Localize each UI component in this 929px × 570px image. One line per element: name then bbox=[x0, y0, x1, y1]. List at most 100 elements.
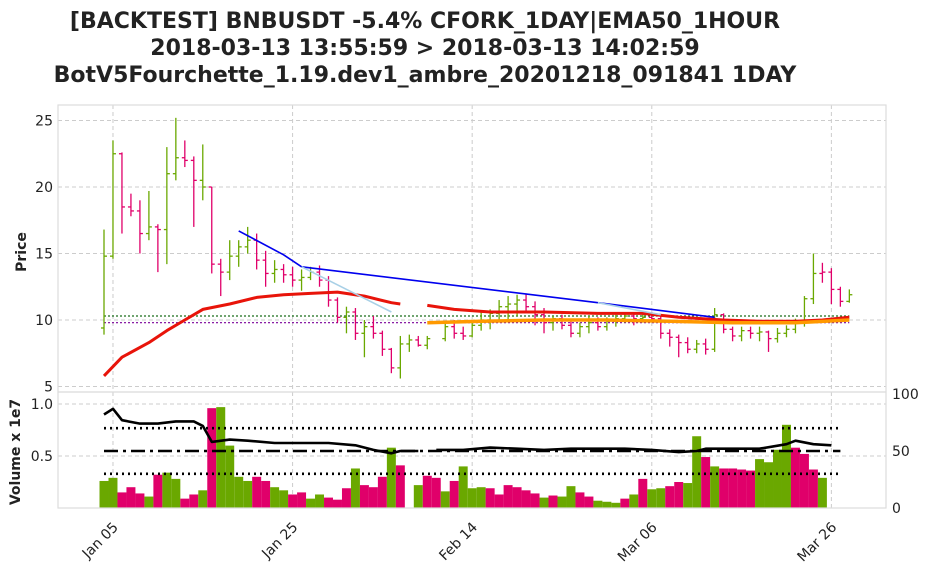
indicator-line-trend-light-blue bbox=[301, 266, 392, 313]
volume-bar bbox=[611, 502, 621, 508]
volume-bar bbox=[656, 488, 666, 508]
volume-bar bbox=[252, 476, 262, 508]
price-candles bbox=[101, 117, 853, 379]
x-tick-label: Mar 26 bbox=[794, 519, 840, 565]
right-axis-tick-label: 50 bbox=[892, 444, 910, 460]
volume-bar bbox=[440, 491, 450, 508]
volume-bar bbox=[494, 494, 504, 508]
volume-bar bbox=[377, 476, 387, 508]
volume-bar bbox=[566, 486, 576, 508]
volume-bar bbox=[180, 498, 190, 508]
indicator-line-rsi-black bbox=[103, 407, 419, 455]
volume-bar bbox=[324, 497, 333, 508]
volume-bar bbox=[279, 490, 289, 508]
volume-bar bbox=[530, 493, 540, 508]
x-tick-label: Mar 06 bbox=[615, 519, 661, 565]
volume-bar bbox=[764, 462, 774, 508]
price-gridlines bbox=[58, 105, 886, 392]
volume-bar bbox=[458, 466, 468, 508]
volume-bar bbox=[602, 501, 612, 508]
volume-bar bbox=[234, 476, 244, 508]
volume-bar bbox=[799, 453, 809, 508]
title-line-3: BotV5Fourchette_1.19.dev1_ambre_20201218… bbox=[54, 63, 798, 88]
price-tick-label: 5 bbox=[44, 380, 53, 396]
price-tick-label: 15 bbox=[35, 247, 53, 263]
price-tick-label: 10 bbox=[35, 313, 53, 329]
volume-bar bbox=[216, 407, 226, 508]
volume-bar bbox=[719, 468, 729, 508]
volume-bar bbox=[422, 475, 432, 508]
price-axis-label: Price bbox=[14, 232, 30, 272]
volume-bar bbox=[512, 487, 522, 508]
volume-bar bbox=[503, 485, 513, 508]
volume-bar bbox=[665, 486, 675, 508]
volume-bar bbox=[557, 496, 567, 508]
volume-bars bbox=[99, 407, 827, 508]
volume-bar bbox=[737, 469, 747, 508]
volume-bar bbox=[153, 474, 163, 508]
volume-tick-label: 0.5 bbox=[31, 449, 53, 465]
volume-bar bbox=[647, 489, 657, 508]
price-tick-label: 20 bbox=[35, 180, 53, 196]
volume-bar bbox=[674, 482, 684, 508]
volume-bar bbox=[126, 487, 136, 508]
title-line-2: 2018-03-13 13:55:59 > 2018-03-13 14:02:5… bbox=[150, 36, 699, 61]
volume-bar bbox=[207, 408, 217, 508]
volume-bar bbox=[449, 480, 459, 508]
volume-y-axis: 0.5 1.0 bbox=[31, 397, 53, 465]
volume-bar bbox=[171, 478, 181, 508]
volume-bar bbox=[817, 477, 827, 508]
volume-bar bbox=[701, 457, 711, 508]
price-indicator-lines bbox=[102, 230, 850, 377]
date-x-axis: Jan 05 Jan 25 Feb 14 Mar 06 Mar 26 bbox=[79, 519, 840, 565]
volume-bar bbox=[413, 485, 423, 508]
volume-bar bbox=[431, 477, 441, 508]
volume-bar bbox=[710, 466, 720, 508]
volume-bar bbox=[773, 449, 782, 508]
indicator-right-axis: 0 50 100 bbox=[892, 387, 919, 517]
volume-panel-frame bbox=[57, 391, 887, 509]
volume-bar bbox=[755, 459, 765, 508]
volume-bar bbox=[341, 488, 351, 508]
volume-bar bbox=[288, 494, 298, 508]
volume-bar bbox=[198, 490, 208, 508]
volume-bar bbox=[629, 494, 639, 508]
volume-bar bbox=[359, 485, 369, 508]
volume-bar bbox=[692, 436, 702, 508]
volume-panel: 0.5 1.0 0 50 100 Jan 05 Jan 25 Feb 14 Mar 06 Ma… bbox=[8, 387, 919, 565]
volume-bar bbox=[117, 492, 127, 508]
volume-bar bbox=[593, 500, 603, 508]
volume-bar bbox=[746, 470, 756, 508]
volume-tick-label: 1.0 bbox=[31, 397, 53, 413]
volume-bar bbox=[638, 478, 648, 508]
volume-bar bbox=[350, 468, 360, 508]
volume-bar bbox=[808, 469, 818, 508]
indicator-line-ma-orange bbox=[427, 318, 850, 325]
right-axis-tick-label: 0 bbox=[892, 501, 901, 517]
chart-title: [BACKTEST] BNBUSDT -5.4% CFORK_1DAY|EMA5… bbox=[54, 9, 798, 88]
x-tick-label: Feb 14 bbox=[436, 519, 481, 564]
volume-bar bbox=[728, 468, 738, 508]
x-tick-label: Jan 05 bbox=[79, 520, 122, 563]
volume-bar bbox=[306, 498, 316, 508]
volume-bar bbox=[108, 477, 118, 508]
volume-bar bbox=[261, 480, 271, 508]
volume-bar bbox=[135, 493, 145, 508]
volume-bar bbox=[395, 465, 405, 508]
volume-bar bbox=[575, 492, 585, 508]
volume-indicator-lines bbox=[103, 407, 841, 476]
volume-bar bbox=[189, 494, 199, 508]
volume-bar bbox=[485, 488, 495, 508]
indicator-line-trend-light-blue-2 bbox=[597, 301, 661, 316]
volume-bar bbox=[781, 424, 791, 508]
volume-bar bbox=[368, 487, 378, 508]
price-panel: 5 10 15 20 25 Price bbox=[14, 104, 887, 396]
volume-bar bbox=[162, 472, 172, 508]
volume-bar bbox=[243, 480, 253, 508]
volume-bar bbox=[548, 495, 558, 508]
x-tick-label: Jan 25 bbox=[258, 520, 301, 563]
volume-bar bbox=[315, 494, 325, 508]
volume-bar bbox=[521, 490, 531, 508]
volume-bar bbox=[99, 480, 109, 508]
